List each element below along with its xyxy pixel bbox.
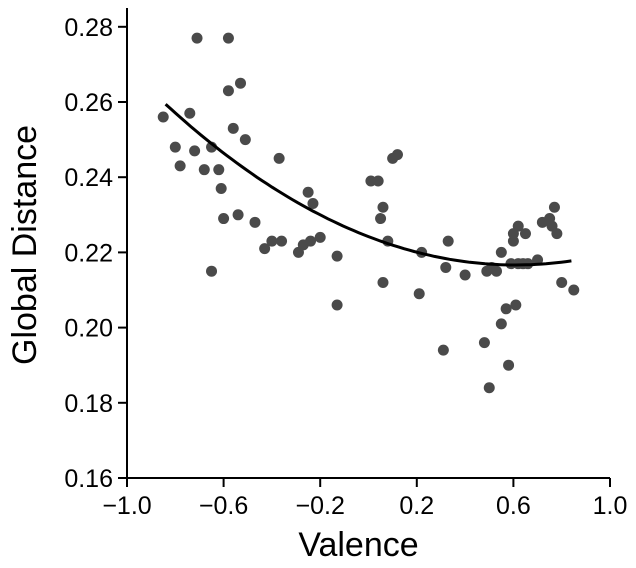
data-point	[302, 186, 314, 198]
data-point	[510, 299, 522, 311]
data-point	[191, 32, 203, 44]
data-point	[512, 220, 524, 232]
x-tick-label: 1.0	[593, 492, 628, 520]
data-point	[305, 235, 317, 247]
data-point	[507, 235, 519, 247]
data-point	[556, 276, 568, 288]
data-point	[413, 288, 425, 300]
x-tick-label: 0.6	[496, 492, 531, 520]
data-point	[266, 235, 278, 247]
data-point	[500, 303, 512, 315]
data-point	[440, 261, 452, 273]
data-point	[331, 250, 343, 262]
data-point	[391, 149, 403, 161]
data-point	[249, 216, 261, 228]
y-tick-label: 0.18	[64, 390, 113, 418]
y-tick-label: 0.22	[64, 239, 113, 267]
data-point	[551, 228, 563, 240]
x-axis-ticks: −1.0 −0.6 −0.2 0.2 0.6 1.0	[102, 478, 627, 520]
data-point	[519, 228, 531, 240]
y-axis-ticks: 0.16 0.18 0.20 0.22 0.24 0.26 0.28	[64, 14, 127, 493]
data-point	[483, 382, 495, 394]
data-points	[157, 32, 580, 394]
data-point	[314, 231, 326, 243]
x-tick-label: −0.6	[199, 492, 248, 520]
data-point	[169, 141, 181, 153]
data-point	[184, 107, 196, 119]
data-point	[276, 235, 288, 247]
data-point	[189, 145, 201, 157]
y-tick-label: 0.26	[64, 89, 113, 117]
data-point	[478, 337, 490, 349]
data-point	[495, 318, 507, 330]
data-point	[215, 182, 227, 194]
data-point	[273, 152, 285, 164]
data-point	[331, 299, 343, 311]
y-axis-title: Global Distance	[6, 125, 44, 365]
data-point	[548, 201, 560, 213]
data-point	[375, 213, 387, 225]
data-point	[235, 77, 247, 89]
data-point	[503, 359, 515, 371]
data-point	[259, 243, 271, 255]
data-point	[213, 164, 225, 176]
data-point	[232, 209, 244, 221]
data-point	[198, 164, 210, 176]
data-point	[174, 160, 186, 172]
x-tick-label: −0.2	[296, 492, 345, 520]
data-point	[307, 198, 319, 210]
y-tick-label: 0.20	[64, 315, 113, 343]
data-point	[568, 284, 580, 296]
data-point	[206, 265, 218, 277]
fit-curve	[164, 103, 572, 267]
data-point	[490, 265, 502, 277]
x-tick-label: 0.2	[399, 492, 434, 520]
data-point	[372, 175, 384, 187]
y-tick-label: 0.16	[64, 465, 113, 493]
data-point	[377, 276, 389, 288]
data-point	[239, 134, 251, 146]
x-tick-label: −1.0	[102, 492, 151, 520]
data-point	[459, 269, 471, 281]
data-point	[222, 85, 234, 97]
y-tick-label: 0.28	[64, 14, 113, 42]
data-point	[495, 246, 507, 258]
y-tick-label: 0.24	[64, 164, 113, 192]
x-axis-title: Valence	[298, 526, 418, 563]
data-point	[227, 122, 239, 134]
data-point	[377, 201, 389, 213]
data-point	[157, 111, 169, 123]
data-point	[222, 32, 234, 44]
data-point	[218, 213, 230, 225]
data-point	[442, 235, 454, 247]
data-point	[437, 344, 449, 356]
